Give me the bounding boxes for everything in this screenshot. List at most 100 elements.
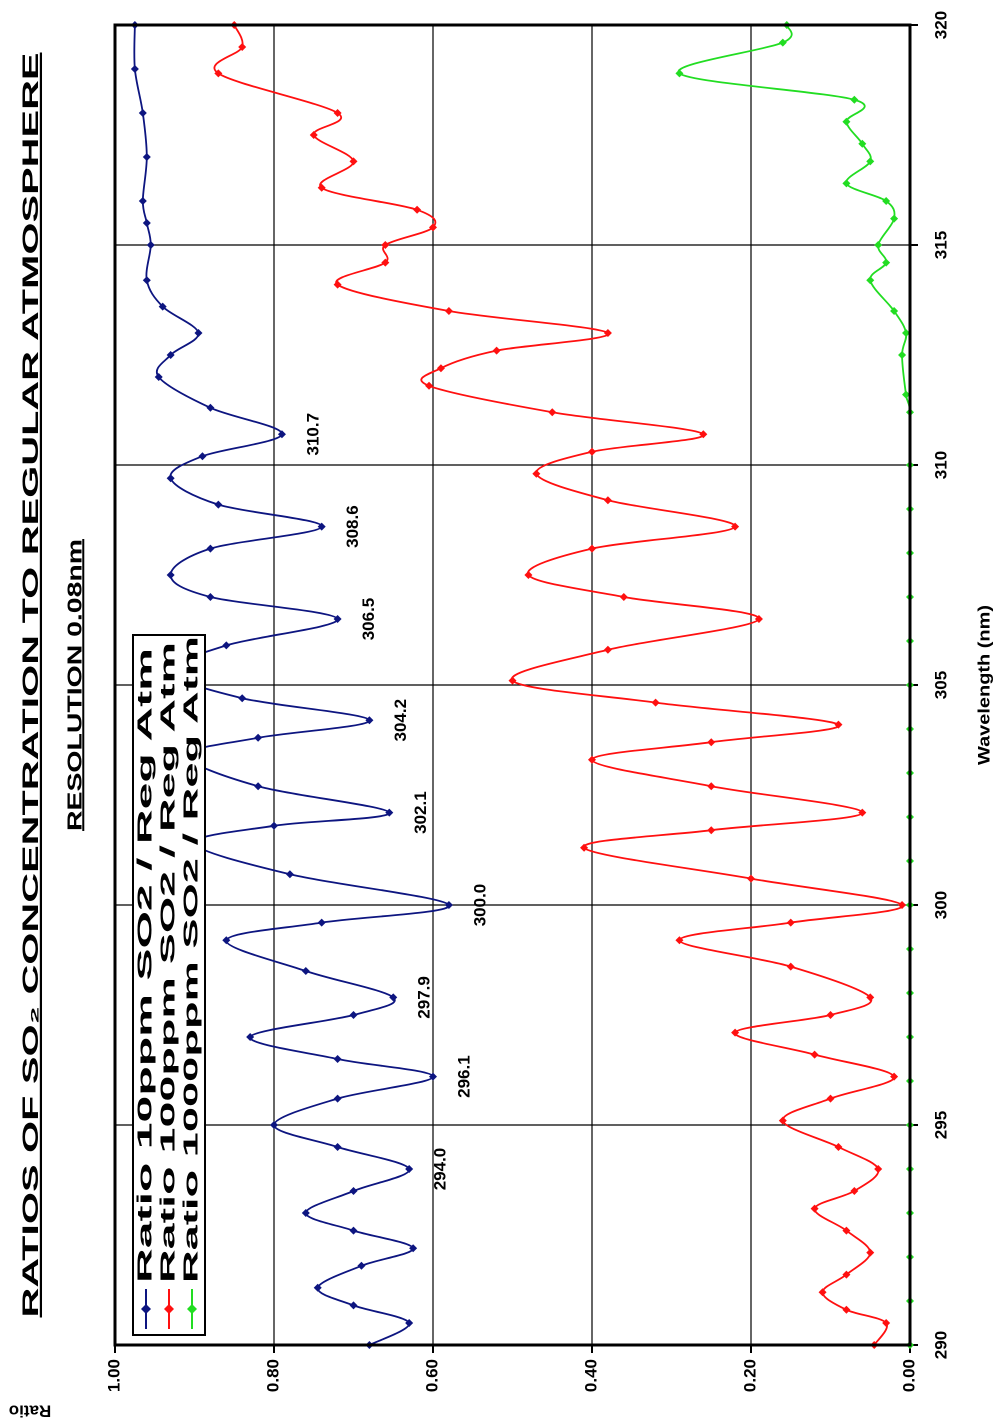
data-point: [754, 615, 763, 623]
data-point: [890, 307, 899, 315]
data-point: [842, 179, 851, 188]
annotation: 308.6: [343, 505, 362, 548]
data-point: [890, 214, 899, 223]
data-point: [731, 522, 740, 531]
data-point: [826, 1011, 835, 1019]
data-point: [333, 109, 342, 117]
data-point: [333, 1143, 342, 1151]
data-point: [707, 738, 716, 747]
data-point: [349, 1011, 358, 1019]
data-point: [285, 870, 294, 879]
x-tick-label: 300: [931, 891, 950, 919]
data-point: [309, 131, 318, 139]
annotation: 302.1: [411, 791, 430, 834]
data-point: [866, 157, 875, 166]
data-point: [238, 43, 247, 51]
data-point: [158, 302, 167, 311]
data-point: [270, 1121, 278, 1129]
data-point: [882, 1319, 891, 1327]
data-point: [834, 720, 843, 729]
annotation: 300.0: [470, 884, 489, 927]
data-point: [333, 1055, 342, 1063]
data-point: [588, 447, 596, 456]
data-point: [405, 1165, 414, 1173]
annotation: 304.2: [391, 699, 410, 742]
plot-frame: [113, 23, 912, 1347]
x-tick-label: 305: [931, 671, 950, 699]
data-point: [747, 874, 755, 883]
data-point: [142, 276, 151, 285]
data-point: [492, 346, 501, 355]
data-point: [898, 351, 907, 359]
legend-label: Ratio 100ppm SO2 / Reg Atm: [157, 642, 179, 1283]
data-point: [254, 782, 263, 791]
data-point: [603, 496, 612, 505]
data-point: [166, 474, 175, 483]
data-point: [532, 469, 541, 478]
data-point: [301, 1209, 310, 1217]
data-point: [154, 373, 163, 381]
data-point: [675, 69, 684, 78]
legend-marker: [164, 1304, 174, 1314]
data-point: [898, 901, 907, 909]
data-point: [508, 676, 517, 685]
data-point: [874, 241, 883, 249]
data-point: [333, 615, 342, 623]
annotation: 306.5: [359, 598, 378, 641]
data-point: [214, 69, 223, 78]
data-point: [385, 808, 394, 817]
data-point: [166, 351, 175, 359]
y-tick-label: 0.40: [581, 1359, 600, 1392]
data-point: [524, 571, 533, 579]
data-point: [270, 821, 278, 830]
x-tick-label: 290: [931, 1331, 950, 1359]
chart-title: RATIOS OF SO₂ CONCENTRATION TO REGULAR A…: [18, 53, 43, 1318]
x-tick-label: 310: [931, 451, 950, 479]
data-point: [588, 544, 596, 553]
data-point: [238, 694, 247, 703]
data-point: [866, 276, 875, 285]
data-point: [206, 403, 215, 412]
data-point: [365, 716, 374, 725]
data-point: [194, 329, 203, 337]
legend-label: Ratio 1000ppm SO2 / Reg Atm: [180, 636, 202, 1283]
y-axis-label: Ratio: [9, 1402, 52, 1421]
y-tick-label: 0.60: [422, 1359, 441, 1392]
data-point: [874, 1165, 883, 1173]
data-point: [603, 329, 612, 337]
data-point: [146, 241, 155, 249]
data-point: [603, 645, 612, 654]
y-tick-label: 0.80: [263, 1359, 282, 1392]
data-point: [142, 153, 151, 161]
data-point: [699, 430, 708, 439]
data-point: [317, 522, 326, 531]
data-point: [138, 109, 147, 117]
data-point: [850, 95, 859, 104]
annotation: 297.9: [415, 976, 434, 1019]
legend-label: Ratio 10ppm SO2 / Reg Atm: [134, 648, 156, 1283]
data-point: [130, 65, 139, 73]
data-point: [444, 307, 453, 315]
legend-marker: [187, 1304, 197, 1314]
data-point: [381, 258, 390, 267]
data-point: [580, 843, 589, 852]
legend-box: [132, 634, 206, 1336]
data-point: [902, 329, 911, 337]
data-point: [425, 381, 434, 390]
chart-subtitle: RESOLUTION 0.08nm: [64, 539, 86, 831]
data-point: [850, 1187, 859, 1195]
data-point: [882, 197, 891, 205]
x-tick-label: 320: [931, 11, 950, 39]
data-point: [858, 808, 867, 817]
data-point: [254, 733, 263, 742]
data-point: [675, 936, 684, 945]
data-point: [333, 280, 342, 289]
data-point: [381, 241, 390, 249]
data-point: [858, 139, 867, 148]
annotation: 294.0: [431, 1148, 450, 1191]
data-point: [548, 408, 557, 417]
data-point: [142, 219, 151, 227]
data-point: [436, 364, 445, 373]
data-point: [349, 157, 358, 166]
